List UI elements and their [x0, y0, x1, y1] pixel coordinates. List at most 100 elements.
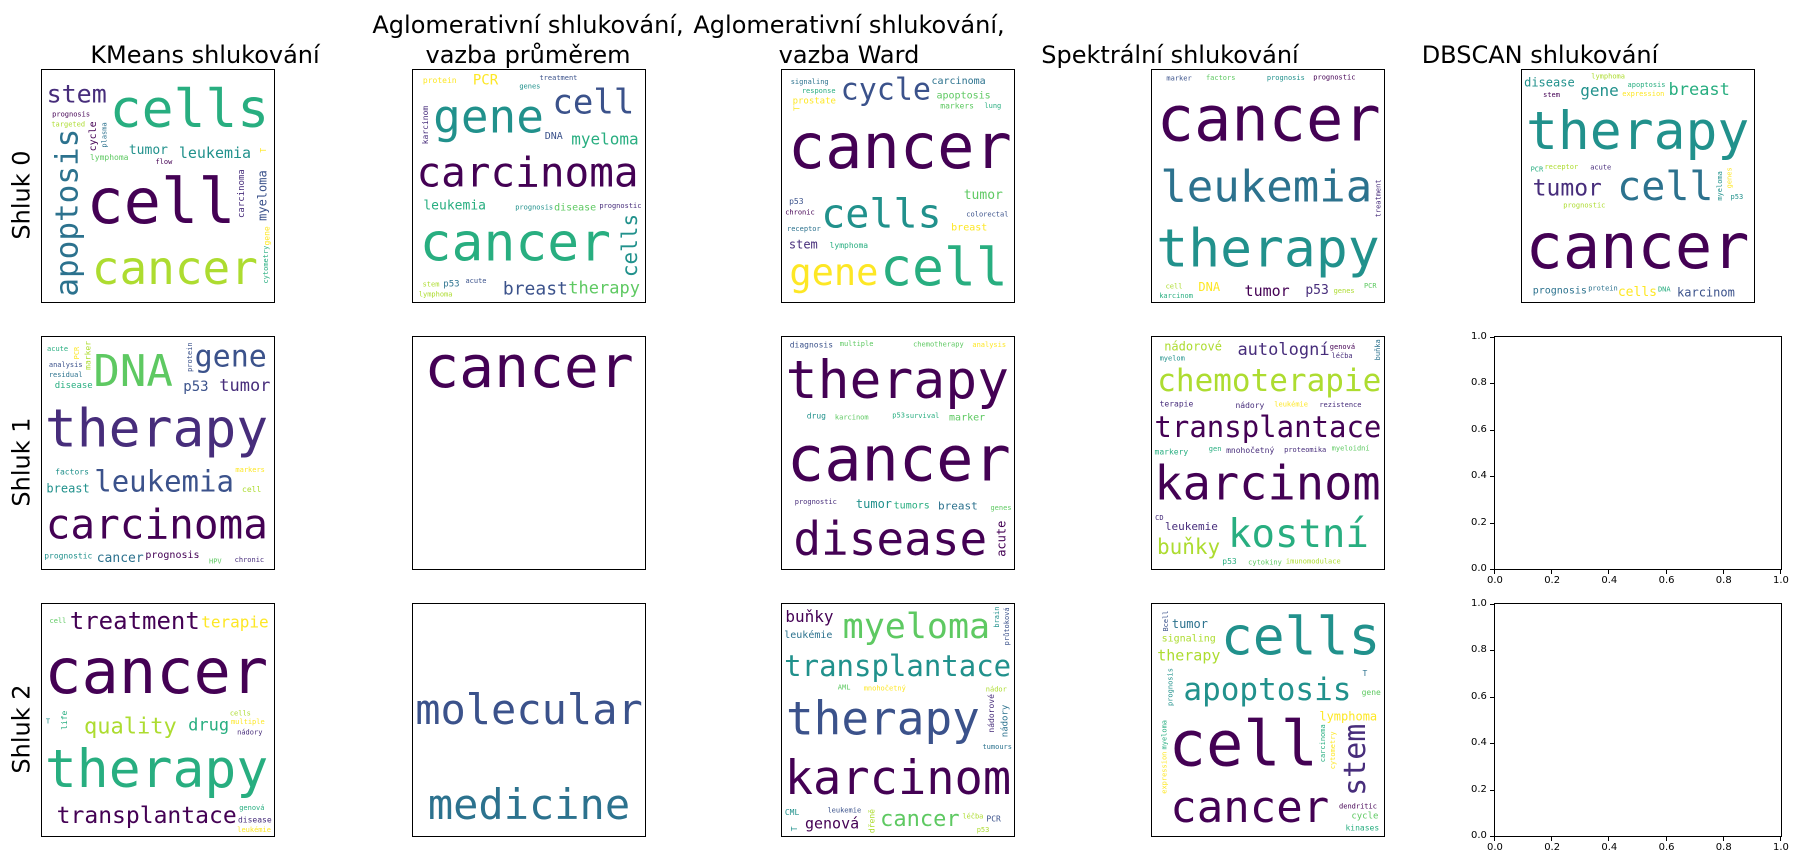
- wordcloud-word: analysis: [972, 341, 1006, 349]
- wordcloud-word: brain: [993, 607, 1001, 628]
- wordcloud-word: cancer: [1526, 210, 1750, 283]
- wordcloud-word: molecular: [415, 685, 643, 734]
- wordcloud-word: cancer: [97, 551, 144, 566]
- wordcloud-word: drug: [807, 411, 826, 420]
- axes2-y-tick-mark: [1490, 836, 1494, 837]
- wordcloud-word: nádorové: [1164, 339, 1222, 353]
- wordcloud-word: carcinoma: [46, 500, 268, 548]
- wordcloud-word: apoptosis: [1628, 81, 1666, 89]
- wordcloud-word: rezistence: [1319, 401, 1361, 409]
- wordcloud-word: lung: [984, 102, 1001, 110]
- wordcloud-panel: karcinom transplantace therapy myeloma cance…: [781, 603, 1015, 837]
- wordcloud-word: acute: [1590, 164, 1611, 172]
- wordcloud-word: prostate: [793, 96, 836, 106]
- axes1-y-tick-mark: [1490, 429, 1494, 431]
- column-title-kmeans: KMeans shlukování: [90, 41, 320, 69]
- wordcloud-word: medicine: [428, 780, 630, 829]
- wordcloud-word: AML: [838, 684, 851, 692]
- axes1-x-tick-mark: [1722, 570, 1724, 574]
- axes2-x-tick-label: 0.4: [1601, 842, 1618, 853]
- wordcloud-word: disease: [793, 512, 987, 566]
- wordcloud-word: markery: [1155, 448, 1189, 457]
- row-title-cluster-1: Shluk 1: [7, 417, 36, 507]
- wordcloud-word: myeloidní: [1332, 445, 1370, 453]
- wordcloud-word: tumor: [1533, 175, 1602, 201]
- wordcloud-panel: cancer therapy leukemia tumor p53 DNA prognost…: [1151, 69, 1385, 303]
- axes1-x-tick-label: 0.4: [1601, 575, 1618, 586]
- wordcloud-word: therapy: [1157, 646, 1220, 664]
- axes1-x-tick-mark: [1551, 570, 1553, 574]
- axes2-x-tick-label: 0.8: [1715, 842, 1732, 853]
- wordcloud-word: expression: [1161, 752, 1169, 794]
- wordcloud-word: expression: [1622, 90, 1664, 98]
- wordcloud-word: prognosis: [1533, 285, 1587, 296]
- wordcloud-word: myeloma: [256, 170, 270, 221]
- wordcloud-word: nádorové: [986, 694, 996, 733]
- wordcloud-word: cell: [1169, 707, 1318, 780]
- wordcloud-word: CD: [1155, 514, 1163, 522]
- wordcloud-word: dendritic: [1339, 802, 1377, 810]
- wordcloud-word: cytokiny: [1248, 558, 1282, 566]
- wordcloud-panel: cell cells cancer apoptosis stem therapy tumor…: [1151, 603, 1385, 837]
- wordcloud-word: cancer: [1157, 82, 1381, 155]
- wordcloud-word: mnohočetný: [1226, 445, 1274, 455]
- wordcloud-panel: carcinoma therapy DNA leukemia gene tumor canc…: [41, 336, 275, 570]
- wordcloud-word: HPV: [209, 558, 222, 566]
- wordcloud-word: cells: [1618, 285, 1657, 300]
- wordcloud-word: cells: [821, 192, 941, 238]
- column-title-dbscan: DBSCAN shlukování: [1421, 41, 1659, 69]
- wordcloud-word: disease: [1524, 76, 1575, 90]
- wordcloud-word: gene: [263, 226, 272, 245]
- wordcloud-word: genová: [1330, 343, 1355, 351]
- axes2-x-tick-mark: [1665, 837, 1667, 841]
- wordcloud-word: cell: [50, 617, 67, 625]
- wordcloud: karcinom transplantace therapy myeloma cance…: [784, 607, 1012, 834]
- wordcloud-word: lymphoma: [1319, 709, 1377, 723]
- wordcloud-word: diagnosis: [790, 340, 834, 349]
- wordcloud-word: nádory: [1001, 704, 1011, 737]
- wordcloud-word: leukémie: [1274, 401, 1308, 409]
- axes2-x-tick-mark: [1608, 837, 1610, 841]
- wordcloud-word: karcinom: [785, 751, 1011, 806]
- wordcloud-word: leukemia: [179, 144, 251, 162]
- wordcloud-word: lymphoma: [419, 291, 453, 299]
- wordcloud-word: colorectal: [966, 211, 1008, 219]
- wordcloud-word: cell: [86, 165, 235, 238]
- wordcloud-word: response: [802, 87, 836, 95]
- wordcloud-word: survival: [906, 412, 940, 420]
- axes1-x-tick-label: 0.8: [1715, 575, 1732, 586]
- wordcloud-word: leukémie: [784, 629, 832, 641]
- wordcloud-panel: carcinoma cancer gene cell cells therapy breas…: [412, 69, 646, 303]
- wordcloud-word: residual: [49, 371, 83, 379]
- wordcloud-word: cytometry: [1329, 731, 1337, 769]
- wordcloud-word: cell: [880, 238, 1008, 299]
- wordcloud-word: cell: [1166, 282, 1183, 290]
- wordcloud-word: prognosis: [52, 111, 90, 119]
- wordcloud-word: treatment: [539, 74, 577, 82]
- wordcloud-word: apoptosis: [937, 91, 991, 102]
- wordcloud-word: disease: [238, 816, 272, 825]
- wordcloud-word: cytometry: [262, 246, 270, 284]
- axes2-x-tick-mark: [1722, 837, 1724, 841]
- axes2-x-tick-label: 0.2: [1544, 842, 1561, 853]
- wordcloud-word: lymphoma: [1591, 72, 1625, 80]
- wordcloud-word: cell: [242, 485, 261, 494]
- row-title-cluster-2: Shluk 2: [7, 684, 36, 774]
- wordcloud-word: cancer: [880, 807, 959, 832]
- wordcloud-word: cell: [1617, 164, 1713, 210]
- wordcloud-word: p53: [1305, 283, 1328, 298]
- wordcloud-word: prognostic: [795, 498, 837, 506]
- column-title-agglomerative-ward: Aglomerativní shlukování, vazba Ward: [693, 11, 1005, 69]
- wordcloud-word: tumours: [982, 743, 1012, 751]
- axes1-y-tick-mark: [1490, 476, 1494, 478]
- wordcloud-word: therapy: [786, 692, 980, 746]
- wordcloud-word: therapy: [45, 739, 268, 800]
- wordcloud-word: PCR: [473, 73, 499, 89]
- wordcloud-word: léčba: [962, 813, 983, 821]
- wordcloud-word: PCR: [986, 814, 1001, 823]
- wordcloud-word: receptor: [787, 225, 821, 233]
- wordcloud-word: myeloma: [1716, 171, 1724, 201]
- wordcloud-word: carcinoma: [1319, 724, 1327, 762]
- wordcloud-word: receptor: [1544, 163, 1578, 171]
